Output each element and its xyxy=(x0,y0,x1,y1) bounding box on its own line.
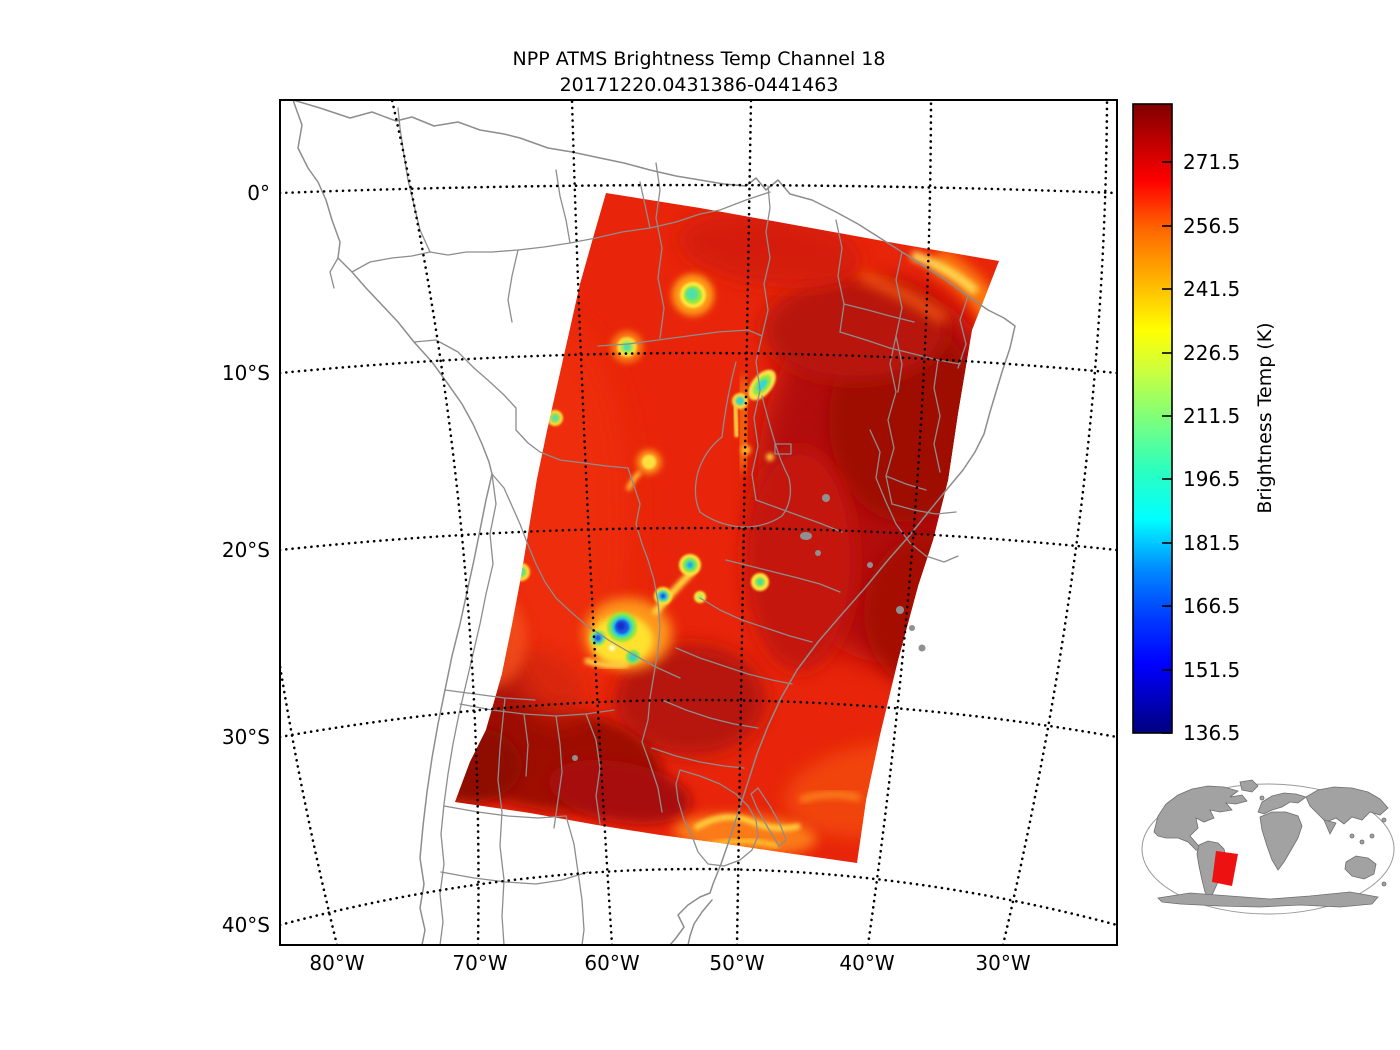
meridian-30w xyxy=(1001,101,1109,944)
lon-label-60w: 60°W xyxy=(584,951,640,975)
parallel-40s xyxy=(281,867,1116,927)
cbar-tick-136-5: 136.5 xyxy=(1183,721,1241,745)
lat-label-10s: 10°S xyxy=(221,361,270,385)
meridian-40w xyxy=(866,101,933,944)
parallel-10s xyxy=(281,351,1116,375)
cbar-tick-226-5: 226.5 xyxy=(1183,341,1241,365)
meridian-80w xyxy=(281,663,339,944)
lat-label-30s: 30°S xyxy=(221,725,270,749)
graticule-gridlines xyxy=(281,101,1116,944)
coastlines-and-borders xyxy=(292,101,1016,944)
cbar-tick-256-5: 256.5 xyxy=(1183,214,1241,238)
cold-convective-cells xyxy=(469,274,776,670)
cbar-tick-211-5: 211.5 xyxy=(1183,404,1241,428)
colorbar-ticks xyxy=(1162,161,1172,734)
cbar-tick-241-5: 241.5 xyxy=(1183,277,1241,301)
lon-label-40w: 40°W xyxy=(839,951,895,975)
lon-label-80w: 80°W xyxy=(309,951,365,975)
lat-label-0: 0° xyxy=(247,181,270,205)
meridian-70w xyxy=(390,101,480,944)
lon-label-70w: 70°W xyxy=(452,951,508,975)
plot-subtitle: 20171220.0431386-0441463 xyxy=(559,74,839,96)
parallel-20s xyxy=(281,526,1116,552)
lon-label-50w: 50°W xyxy=(709,951,765,975)
lat-label-20s: 20°S xyxy=(221,538,270,562)
inset-globe xyxy=(1141,779,1395,915)
lat-label-40s: 40°S xyxy=(221,913,270,937)
cbar-tick-151-5: 151.5 xyxy=(1183,658,1241,682)
cbar-tick-271-5: 271.5 xyxy=(1183,150,1241,174)
inset-swath-location-highlight xyxy=(1212,851,1238,886)
inset-continents xyxy=(1153,779,1389,908)
parallel-0deg xyxy=(281,183,1116,195)
cbar-tick-166-5: 166.5 xyxy=(1183,594,1241,618)
parallel-30s xyxy=(281,698,1116,739)
cbar-tick-181-5: 181.5 xyxy=(1183,531,1241,555)
cbar-tick-196-5: 196.5 xyxy=(1183,467,1241,491)
plot-title: NPP ATMS Brightness Temp Channel 18 xyxy=(512,48,886,70)
axes-frame xyxy=(279,99,1118,946)
colorbar xyxy=(1132,103,1173,734)
meridian-60w xyxy=(570,101,614,944)
meridian-50w xyxy=(735,101,753,944)
satellite-swath-heatmap xyxy=(455,193,999,863)
colorbar-axis-label: Brightness Temp (K) xyxy=(1254,322,1276,514)
lon-label-30w: 30°W xyxy=(975,951,1031,975)
